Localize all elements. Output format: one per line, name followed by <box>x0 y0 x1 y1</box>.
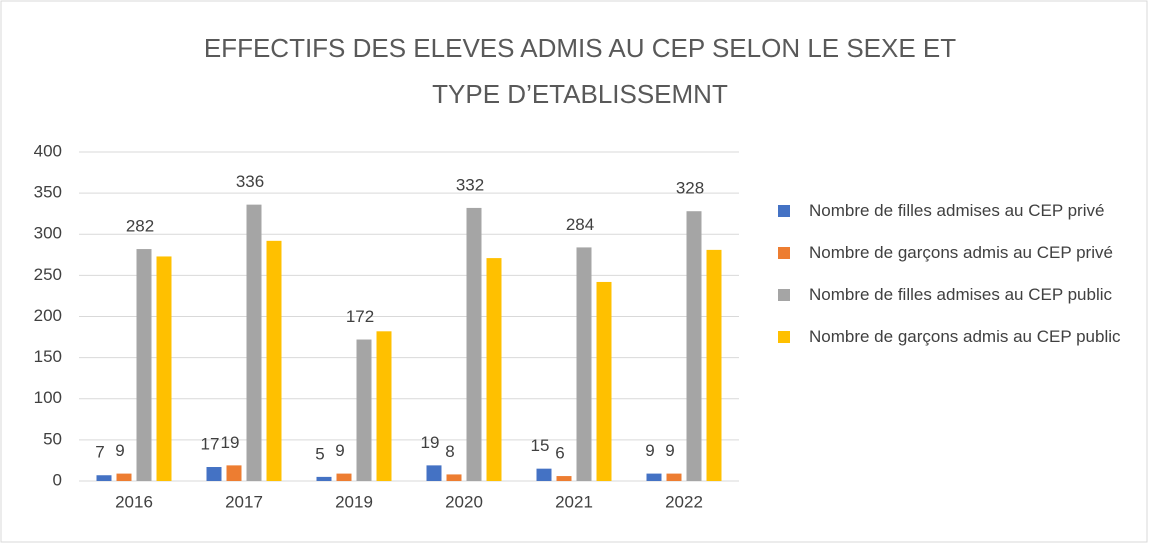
data-label: 5 <box>315 444 324 463</box>
bar <box>266 240 282 481</box>
x-tick-label: 2021 <box>555 492 593 511</box>
legend-item: Nombre de filles admises au CEP public <box>778 282 1139 308</box>
legend-item: Nombre de garçons admis au CEP public <box>778 324 1139 350</box>
data-label: 9 <box>665 441 674 460</box>
y-tick-label: 300 <box>34 224 62 243</box>
data-label: 9 <box>335 441 344 460</box>
data-label: 172 <box>346 307 374 326</box>
legend-swatch <box>778 331 790 343</box>
y-tick-label: 100 <box>34 388 62 407</box>
legend-swatch <box>778 289 790 301</box>
bar <box>686 211 702 481</box>
legend: Nombre de filles admises au CEP privé Nom… <box>778 198 1148 366</box>
data-label: 8 <box>445 442 454 461</box>
bar <box>356 339 372 481</box>
data-label: 15 <box>531 436 550 455</box>
data-label: 9 <box>645 441 654 460</box>
legend-item: Nombre de garçons admis au CEP privé <box>778 240 1139 266</box>
data-label: 6 <box>555 444 564 463</box>
bar <box>226 465 242 481</box>
data-label: 284 <box>566 215 594 234</box>
bar <box>486 258 502 481</box>
x-tick-label: 2022 <box>665 492 703 511</box>
bar <box>156 256 172 481</box>
x-tick-label: 2017 <box>225 492 263 511</box>
y-tick-label: 150 <box>34 347 62 366</box>
bar <box>596 281 612 481</box>
bar <box>96 475 112 481</box>
x-tick-label: 2019 <box>335 492 373 511</box>
legend-label: Nombre de filles admises au CEP public <box>809 285 1112 304</box>
y-tick-label: 200 <box>34 306 62 325</box>
bar <box>316 476 332 481</box>
x-tick-label: 2020 <box>445 492 483 511</box>
bar <box>336 473 352 481</box>
legend-swatch <box>778 205 790 217</box>
bar <box>246 204 262 481</box>
bar <box>466 207 482 481</box>
data-label: 332 <box>456 175 484 194</box>
chart-title: TYPE D’ETABLISSEMNT <box>432 79 728 109</box>
data-label: 19 <box>221 433 240 452</box>
data-label: 336 <box>236 172 264 191</box>
bar <box>446 474 462 481</box>
legend-label: Nombre de filles admises au CEP privé <box>809 201 1105 220</box>
legend-label: Nombre de garçons admis au CEP public <box>809 327 1121 346</box>
data-label: 19 <box>421 433 440 452</box>
bar <box>706 249 722 481</box>
bar <box>556 476 572 481</box>
data-label: 17 <box>201 435 220 454</box>
bar <box>206 467 222 481</box>
data-label: 328 <box>676 179 704 198</box>
y-tick-label: 50 <box>43 429 62 448</box>
legend-label: Nombre de garçons admis au CEP privé <box>809 243 1113 262</box>
legend-item: Nombre de filles admises au CEP privé <box>778 198 1139 224</box>
y-tick-label: 350 <box>34 183 62 202</box>
chart-title: EFFECTIFS DES ELEVES ADMIS AU CEP SELON … <box>204 33 956 63</box>
bar <box>426 465 442 481</box>
bar <box>376 331 392 481</box>
bar <box>646 473 662 481</box>
data-label: 282 <box>126 217 154 236</box>
data-label: 9 <box>115 441 124 460</box>
y-tick-label: 400 <box>34 141 62 160</box>
y-tick-label: 250 <box>34 265 62 284</box>
legend-swatch <box>778 247 790 259</box>
bar <box>666 473 682 481</box>
data-label: 7 <box>95 443 104 462</box>
bar <box>136 249 152 481</box>
y-tick-label: 0 <box>53 470 62 489</box>
x-tick-label: 2016 <box>115 492 153 511</box>
bar <box>116 473 132 481</box>
bar <box>536 468 552 481</box>
bar <box>576 247 592 481</box>
